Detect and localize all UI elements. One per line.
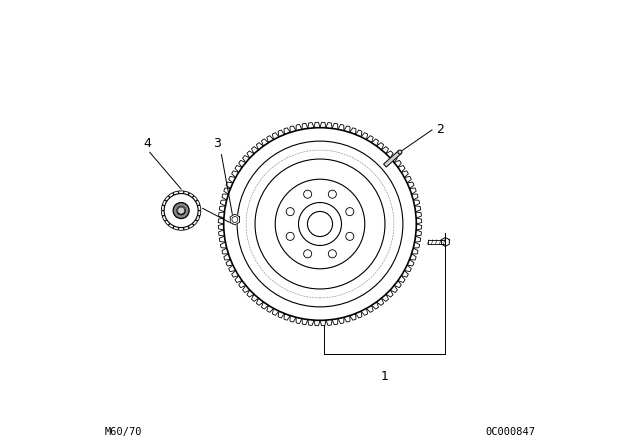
Circle shape <box>303 190 312 198</box>
Circle shape <box>173 202 189 219</box>
Circle shape <box>177 207 185 214</box>
Text: M60/70: M60/70 <box>105 427 143 437</box>
Polygon shape <box>428 240 445 244</box>
Circle shape <box>275 179 365 269</box>
Circle shape <box>232 216 238 223</box>
Circle shape <box>298 202 342 246</box>
Text: 0C000847: 0C000847 <box>485 427 535 437</box>
Circle shape <box>328 190 337 198</box>
Circle shape <box>255 159 385 289</box>
Circle shape <box>398 150 402 154</box>
Polygon shape <box>442 237 449 246</box>
Polygon shape <box>383 151 401 167</box>
Text: 2: 2 <box>436 123 444 137</box>
Circle shape <box>286 233 294 241</box>
Circle shape <box>164 194 198 228</box>
Circle shape <box>328 250 337 258</box>
Circle shape <box>346 233 354 241</box>
Circle shape <box>237 141 403 307</box>
Circle shape <box>346 207 354 215</box>
Circle shape <box>307 211 333 237</box>
Circle shape <box>303 250 312 258</box>
Circle shape <box>177 206 186 215</box>
Circle shape <box>173 203 189 218</box>
Text: 4: 4 <box>143 137 152 150</box>
Text: 1: 1 <box>381 370 389 383</box>
Circle shape <box>286 207 294 215</box>
Text: 3: 3 <box>213 137 221 150</box>
Polygon shape <box>230 214 239 225</box>
